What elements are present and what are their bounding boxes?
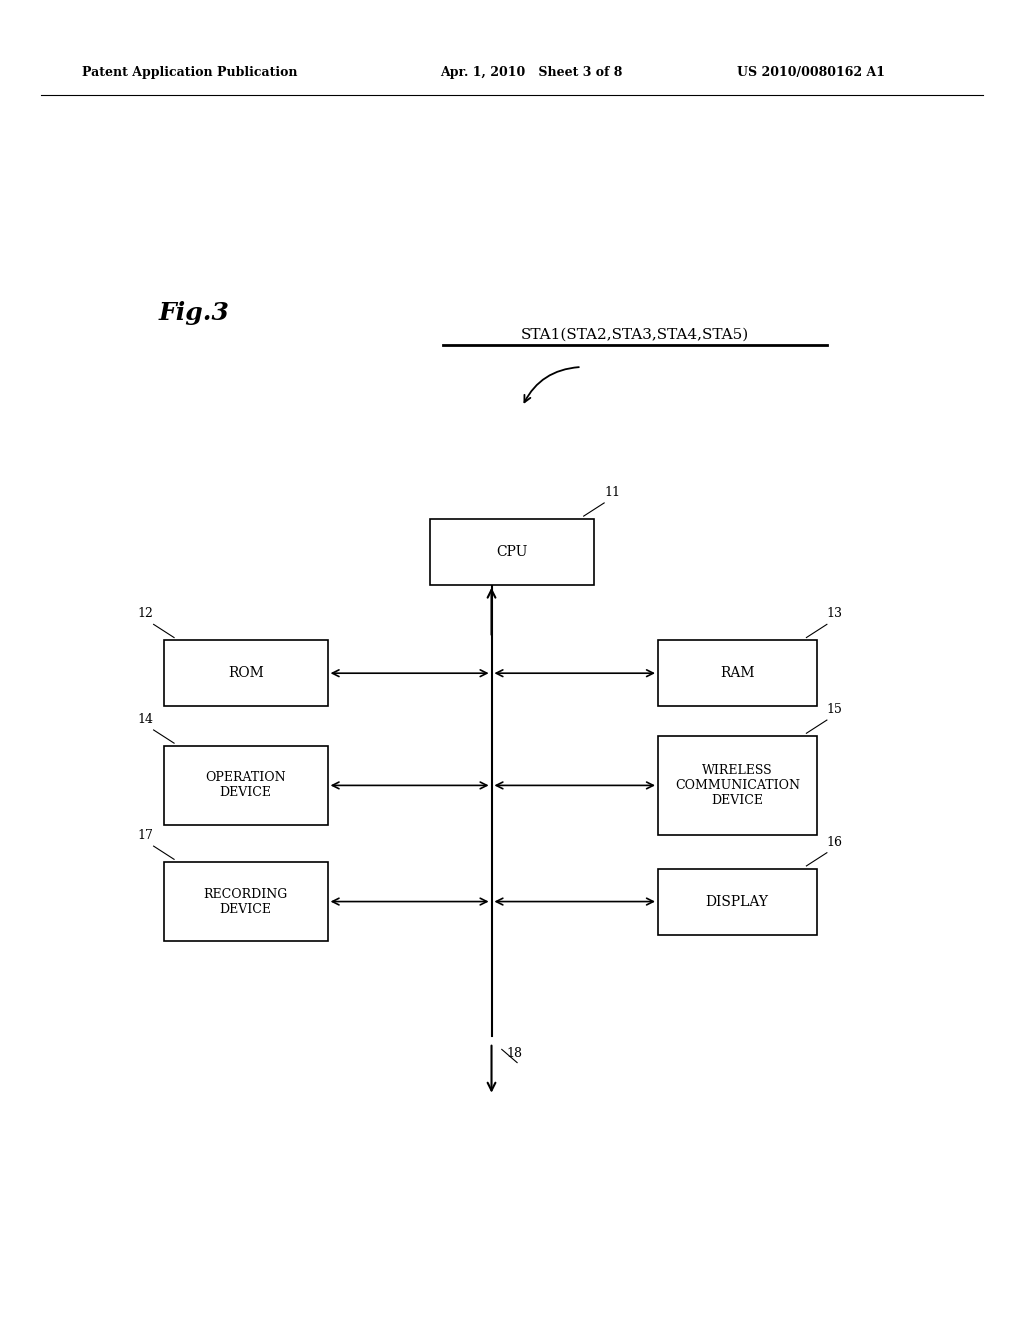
Text: Apr. 1, 2010   Sheet 3 of 8: Apr. 1, 2010 Sheet 3 of 8 (440, 66, 623, 79)
Text: 17: 17 (137, 829, 154, 842)
Bar (164, 640, 328, 706)
Text: 11: 11 (604, 486, 621, 499)
Bar (164, 862, 328, 941)
Bar (430, 519, 594, 585)
Text: RECORDING
DEVICE: RECORDING DEVICE (204, 887, 288, 916)
Bar (164, 746, 328, 825)
Text: CPU: CPU (497, 545, 527, 558)
Text: WIRELESS
COMMUNICATION
DEVICE: WIRELESS COMMUNICATION DEVICE (675, 764, 800, 807)
Text: RAM: RAM (720, 667, 755, 680)
Bar (657, 737, 817, 836)
Text: DISPLAY: DISPLAY (706, 895, 769, 908)
Text: STA1(STA2,STA3,STA4,STA5): STA1(STA2,STA3,STA4,STA5) (521, 327, 749, 342)
Text: OPERATION
DEVICE: OPERATION DEVICE (206, 771, 286, 800)
Text: 13: 13 (827, 607, 843, 620)
Text: 18: 18 (507, 1047, 523, 1060)
Text: Patent Application Publication: Patent Application Publication (82, 66, 297, 79)
Bar (657, 869, 817, 935)
Bar (657, 640, 817, 706)
Text: US 2010/0080162 A1: US 2010/0080162 A1 (737, 66, 886, 79)
Text: ROM: ROM (228, 667, 263, 680)
Text: 12: 12 (137, 607, 154, 620)
Text: 14: 14 (137, 713, 154, 726)
Text: 15: 15 (827, 704, 843, 715)
Text: 16: 16 (827, 836, 843, 849)
Text: Fig.3: Fig.3 (159, 301, 229, 325)
